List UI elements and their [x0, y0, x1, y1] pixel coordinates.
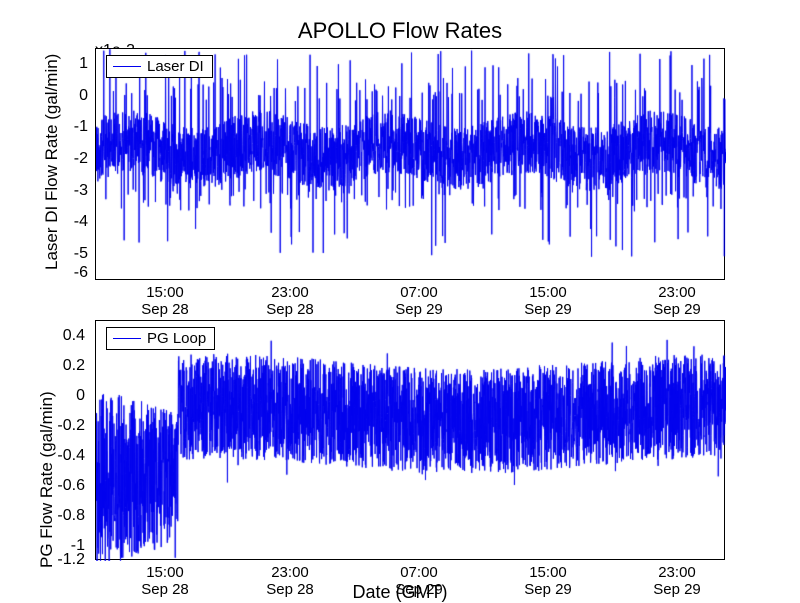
- bottom-legend-text: PG Loop: [147, 330, 206, 347]
- bottom-ytick-1: 0.2: [55, 357, 85, 375]
- top-chart-legend: Laser DI: [106, 55, 213, 78]
- apollo-flow-rates-figure: APOLLO Flow Rates x1e-3 Laser DI Flow Ra…: [0, 0, 800, 600]
- top-xtick-0: 15:00 Sep 28: [120, 284, 210, 319]
- top-xtick-1: 23:00 Sep 28: [245, 284, 335, 319]
- top-ytick--3: -3: [58, 182, 88, 200]
- top-ytick-1: 1: [58, 55, 88, 73]
- top-ytick--6: -6: [58, 264, 88, 282]
- chart-title: APOLLO Flow Rates: [0, 18, 800, 44]
- bottom-ytick-2: 0: [55, 387, 85, 405]
- top-legend-text: Laser DI: [147, 58, 204, 75]
- top-chart-plot-area: Laser DI: [95, 48, 725, 280]
- bottom-ytick-4: -0.4: [55, 447, 85, 465]
- bottom-chart-plot-area: PG Loop: [95, 320, 725, 560]
- bottom-y-axis-label: PG Flow Rate (gal/min): [37, 391, 57, 568]
- top-ytick--2: -2: [58, 150, 88, 168]
- top-xtick-4: 23:00 Sep 29: [632, 284, 722, 319]
- bottom-chart-legend: PG Loop: [106, 327, 215, 350]
- bottom-legend-line-swatch: [113, 338, 141, 339]
- bottom-chart-waveform-canvas: [96, 321, 726, 561]
- bottom-ytick-0: 0.4: [55, 327, 85, 345]
- bottom-ytick-5: -0.6: [55, 477, 85, 495]
- top-ytick--4: -4: [58, 213, 88, 231]
- top-xtick-3: 15:00 Sep 29: [503, 284, 593, 319]
- top-xtick-2: 07:00 Sep 29: [374, 284, 464, 319]
- top-legend-line-swatch: [113, 66, 141, 67]
- top-ytick--1: -1: [58, 118, 88, 136]
- top-chart-waveform-canvas: [96, 49, 726, 281]
- bottom-ytick-8: -1.2: [55, 551, 85, 569]
- bottom-ytick-6: -0.8: [55, 507, 85, 525]
- top-ytick-0: 0: [58, 87, 88, 105]
- bottom-ytick-3: -0.2: [55, 417, 85, 435]
- top-ytick--5: -5: [58, 245, 88, 263]
